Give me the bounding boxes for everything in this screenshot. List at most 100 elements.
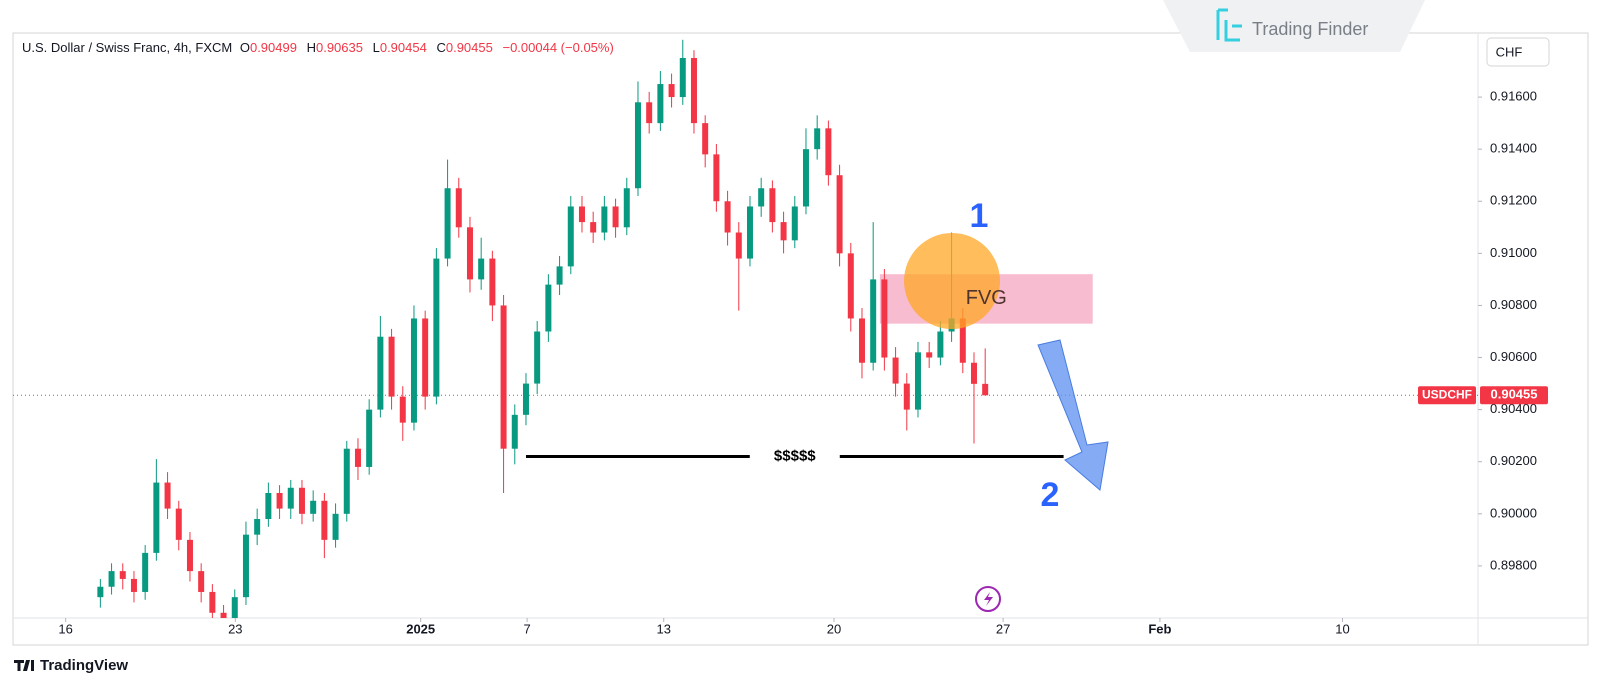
candle-body [220,612,227,618]
legend-low: 0.90454 [379,40,427,55]
candle-body [556,266,563,285]
candle-body [209,591,216,613]
price-tag-label: 0.90455 [1491,387,1538,402]
x-tick-label: 2025 [406,621,435,636]
watermark-text: Trading Finder [1252,19,1368,39]
candle-body [265,492,272,520]
x-tick-label: 10 [1335,621,1349,636]
x-tick-label: 7 [523,621,530,636]
y-tick-label: 0.90800 [1490,297,1537,312]
candle-body [646,102,653,124]
candle-body [634,102,641,189]
candle-body [970,362,977,384]
candle-body [690,58,697,124]
currency-label: CHF [1496,44,1523,59]
plot-area: FVG $$$$$ [13,39,1478,618]
candle-body [870,279,877,363]
x-tick-label: 23 [228,621,242,636]
candle-body [534,331,541,384]
y-tick-label: 0.90400 [1490,401,1537,416]
y-tick-label: 0.90000 [1490,505,1537,520]
candle-body [802,149,809,207]
candle-body [746,206,753,259]
y-tick-label: 0.91200 [1490,193,1537,208]
candle-body [198,571,205,592]
candle-body [500,305,507,449]
symbol-tag [1418,386,1476,405]
legend-open: 0.90499 [249,40,297,55]
x-tick-label: 16 [58,621,72,636]
candle-body [444,188,451,259]
candle-body [186,539,193,572]
candle-body [489,258,496,306]
candle-body [578,206,585,223]
legend-change: −0.00044 (−0.05%) [502,40,614,55]
watermark-logo [1216,8,1242,42]
candle-body [758,188,765,207]
price-tag [1480,386,1548,405]
candle-body [702,123,709,155]
candle-body [310,500,317,514]
candle-body [332,513,339,540]
symbol-tag-label: USDCHF [1422,387,1472,401]
candle-body [242,534,249,598]
candle-body [388,336,395,397]
candle-body [735,232,742,259]
candle-body [791,206,798,241]
candle-body [466,227,473,280]
candle-body [590,222,597,233]
legend-high: 0.90635 [315,40,363,55]
y-tick-label: 0.90200 [1490,453,1537,468]
candle-body [522,383,529,415]
candle-body [142,552,149,592]
y-tick-label: 0.91400 [1490,141,1537,156]
candle-body [422,318,429,397]
candle-body [623,188,630,228]
candle-body [399,396,406,423]
candle-body [847,253,854,319]
candle-body [153,482,160,553]
candle-body [657,84,664,124]
candle-body [914,352,921,410]
candle-body [410,318,417,423]
candle-body [231,597,238,618]
candle-body [713,154,720,202]
candle-body [298,487,305,514]
candle-body [321,500,328,540]
symbol-legend: U.S. Dollar / Swiss Franc, 4h, FXCM O0.9… [22,40,620,55]
y-tick-label: 0.91000 [1490,245,1537,260]
candle-body [119,571,126,579]
candle-body [724,201,731,233]
down-arrow [1037,339,1109,491]
candle-body [982,383,989,396]
candle-body [858,318,865,363]
y-tick-label: 0.89800 [1490,557,1537,572]
candle-body [825,128,832,176]
tradingview-logo [14,660,34,671]
symbol-title: U.S. Dollar / Swiss Franc, 4h, FXCM [22,40,233,55]
candle-body [881,279,888,358]
candle-body [377,336,384,410]
legend-key: L [372,40,380,55]
candle-body [354,448,361,467]
candle-body [612,206,619,228]
y-tick-label: 0.90600 [1490,349,1537,364]
x-tick-label: 20 [827,621,841,636]
candle-body [903,383,910,410]
x-tick-label: Feb [1148,621,1171,636]
point-2-label: 2 [1041,476,1060,514]
candle-body [679,58,686,98]
candle-body [164,482,171,509]
candle-body [780,222,787,241]
candle-body [937,331,944,358]
candle-body [511,414,518,449]
candle-body [545,284,552,332]
candle-body [567,206,574,267]
candle-body [130,578,137,592]
candle-body [254,519,261,535]
candle-body [601,206,608,233]
candle-body [175,508,182,540]
candle-body [926,352,933,358]
